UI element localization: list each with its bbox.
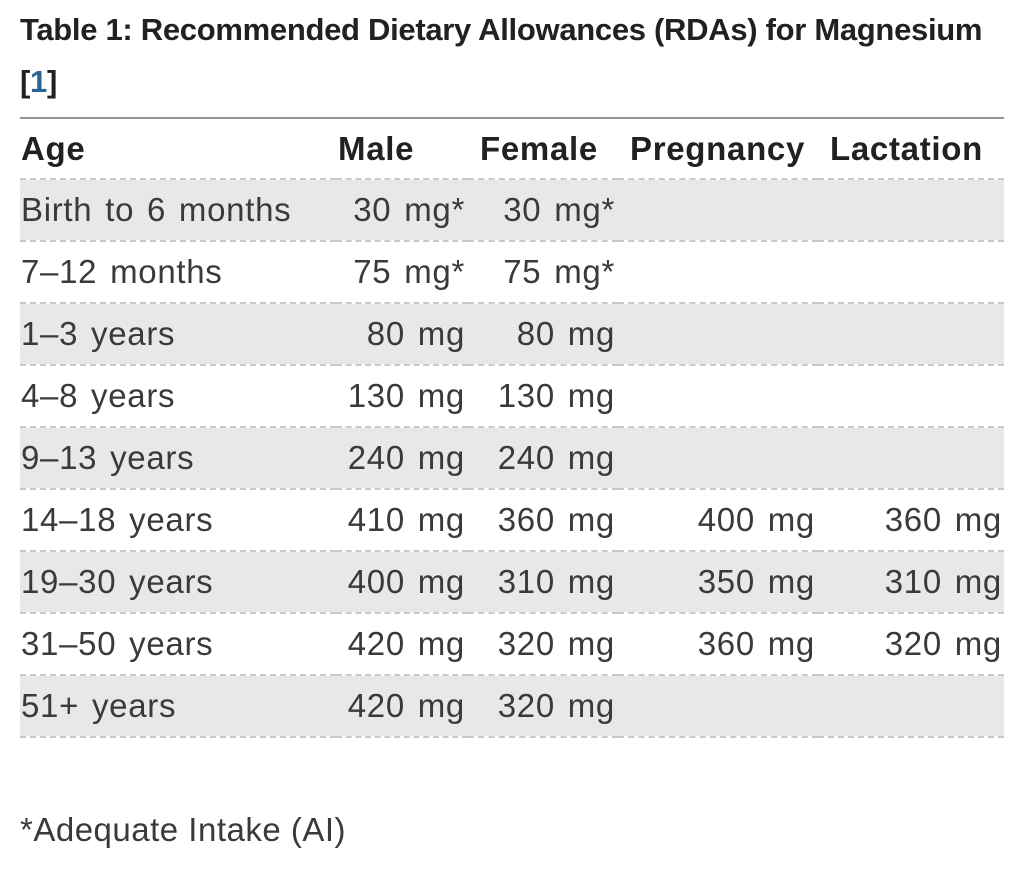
- page: Table 1: Recommended Dietary Allowances …: [20, 4, 1004, 848]
- cell-lactation: 320 mg: [818, 613, 1004, 676]
- cell-male: 420 mg: [336, 613, 468, 676]
- cell-male: 240 mg: [336, 427, 468, 490]
- cell-female: 320 mg: [468, 613, 618, 676]
- footnote: *Adequate Intake (AI): [20, 811, 347, 848]
- column-header-male: Male: [336, 117, 468, 180]
- cell-lactation: [818, 675, 1004, 738]
- table-row: 7–12 months 75 mg* 75 mg*: [20, 241, 1004, 304]
- cell-age: Birth to 6 months: [20, 179, 336, 242]
- cell-pregnancy: [618, 427, 818, 490]
- cell-pregnancy: [618, 179, 818, 242]
- cell-pregnancy: 350 mg: [618, 551, 818, 614]
- table-row: 51+ years 420 mg 320 mg: [20, 675, 1004, 738]
- cell-age: 9–13 years: [20, 427, 336, 490]
- cell-lactation: [818, 241, 1004, 304]
- cell-male: 75 mg*: [336, 241, 468, 304]
- table-row: Birth to 6 months 30 mg* 30 mg*: [20, 179, 1004, 242]
- table-row: 14–18 years 410 mg 360 mg 400 mg 360 mg: [20, 489, 1004, 552]
- cell-age: 14–18 years: [20, 489, 336, 552]
- table-row: 19–30 years 400 mg 310 mg 350 mg 310 mg: [20, 551, 1004, 614]
- table-title: Table 1: Recommended Dietary Allowances …: [20, 4, 1004, 108]
- cell-lactation: [818, 303, 1004, 366]
- ref-bracket-open: [: [20, 64, 31, 99]
- cell-female: 130 mg: [468, 365, 618, 428]
- column-header-lactation: Lactation: [818, 117, 1004, 180]
- column-header-age: Age: [20, 117, 336, 180]
- cell-female: 320 mg: [468, 675, 618, 738]
- table-row: 9–13 years 240 mg 240 mg: [20, 427, 1004, 490]
- cell-pregnancy: [618, 303, 818, 366]
- ref-bracket-close: ]: [46, 64, 58, 99]
- cell-male: 410 mg: [336, 489, 468, 552]
- column-header-female: Female: [468, 117, 618, 180]
- table-row: 1–3 years 80 mg 80 mg: [20, 303, 1004, 366]
- table-title-text: Table 1: Recommended Dietary Allowances …: [20, 12, 983, 47]
- cell-female: 80 mg: [468, 303, 618, 366]
- cell-pregnancy: [618, 365, 818, 428]
- cell-age: 31–50 years: [20, 613, 336, 676]
- cell-lactation: [818, 365, 1004, 428]
- cell-age: 7–12 months: [20, 241, 336, 304]
- cell-pregnancy: [618, 675, 818, 738]
- cell-female: 310 mg: [468, 551, 618, 614]
- cell-age: 1–3 years: [20, 303, 336, 366]
- header-row: Age Male Female Pregnancy Lactation: [20, 117, 1004, 180]
- cell-female: 240 mg: [468, 427, 618, 490]
- cell-lactation: 360 mg: [818, 489, 1004, 552]
- cell-lactation: [818, 179, 1004, 242]
- cell-pregnancy: 360 mg: [618, 613, 818, 676]
- table-row: 4–8 years 130 mg 130 mg: [20, 365, 1004, 428]
- table-row: 31–50 years 420 mg 320 mg 360 mg 320 mg: [20, 613, 1004, 676]
- column-header-pregnancy: Pregnancy: [618, 117, 818, 180]
- table-title-reference: [1]: [20, 56, 1004, 108]
- cell-age: 4–8 years: [20, 365, 336, 428]
- cell-male: 80 mg: [336, 303, 468, 366]
- cell-female: 30 mg*: [468, 179, 618, 242]
- cell-age: 19–30 years: [20, 551, 336, 614]
- cell-lactation: [818, 427, 1004, 490]
- cell-pregnancy: [618, 241, 818, 304]
- cell-male: 130 mg: [336, 365, 468, 428]
- cell-age: 51+ years: [20, 675, 336, 738]
- cell-female: 75 mg*: [468, 241, 618, 304]
- cell-male: 400 mg: [336, 551, 468, 614]
- cell-male: 420 mg: [336, 675, 468, 738]
- rda-table: Age Male Female Pregnancy Lactation Birt…: [20, 117, 1004, 738]
- cell-lactation: 310 mg: [818, 551, 1004, 614]
- cell-female: 360 mg: [468, 489, 618, 552]
- reference-link[interactable]: 1: [30, 64, 47, 99]
- cell-pregnancy: 400 mg: [618, 489, 818, 552]
- cell-male: 30 mg*: [336, 179, 468, 242]
